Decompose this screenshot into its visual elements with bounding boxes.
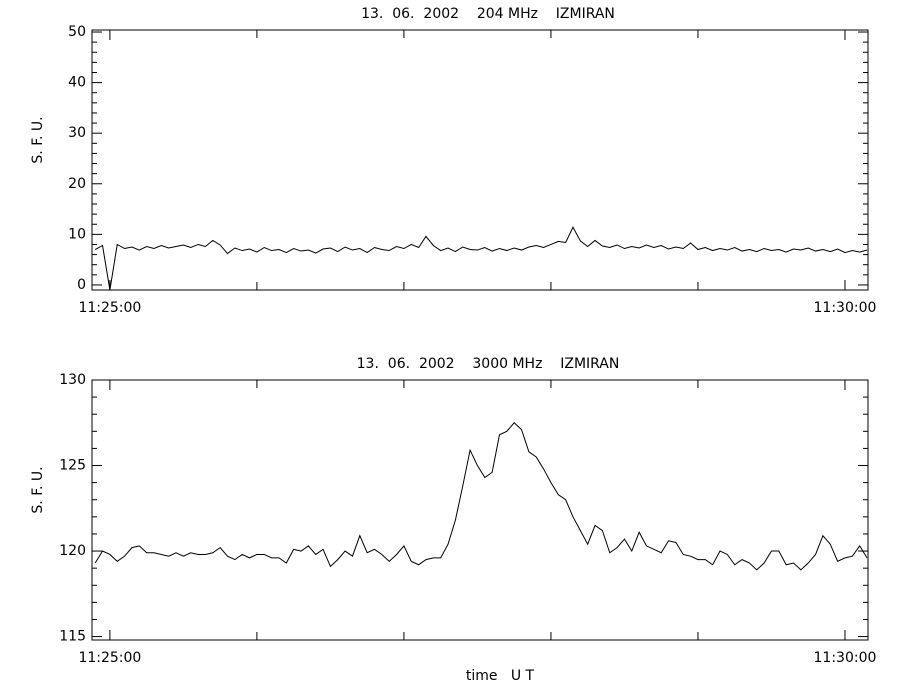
- x-axis-label: time U T: [466, 668, 535, 684]
- plot-frame: [91, 379, 869, 641]
- y-tick-label: 50: [68, 24, 86, 40]
- plot-frame: [91, 29, 869, 291]
- x-tick-label: 11:25:00: [78, 650, 141, 666]
- y-tick-label: 130: [59, 372, 86, 388]
- y-axis-label: S. F. U.: [30, 116, 46, 163]
- y-tick-label: 125: [59, 458, 86, 474]
- x-tick-label: 11:30:00: [814, 650, 877, 666]
- y-tick-label: 10: [68, 226, 86, 242]
- y-tick-label: 40: [68, 75, 86, 91]
- y-tick-label: 120: [59, 543, 86, 559]
- y-tick-label: 20: [68, 176, 86, 192]
- chart-title: 13. 06. 2002 3000 MHz IZMIRAN: [357, 356, 620, 372]
- y-axis-label: S. F. U.: [30, 466, 46, 513]
- x-tick-label: 11:30:00: [814, 300, 877, 316]
- y-tick-label: 30: [68, 125, 86, 141]
- data-line: [94, 226, 868, 291]
- x-tick-label: 11:25:00: [78, 300, 141, 316]
- y-tick-label: 0: [77, 277, 86, 293]
- y-tick-label: 115: [59, 629, 86, 645]
- data-line: [94, 422, 868, 571]
- chart-title: 13. 06. 2002 204 MHz IZMIRAN: [361, 6, 615, 22]
